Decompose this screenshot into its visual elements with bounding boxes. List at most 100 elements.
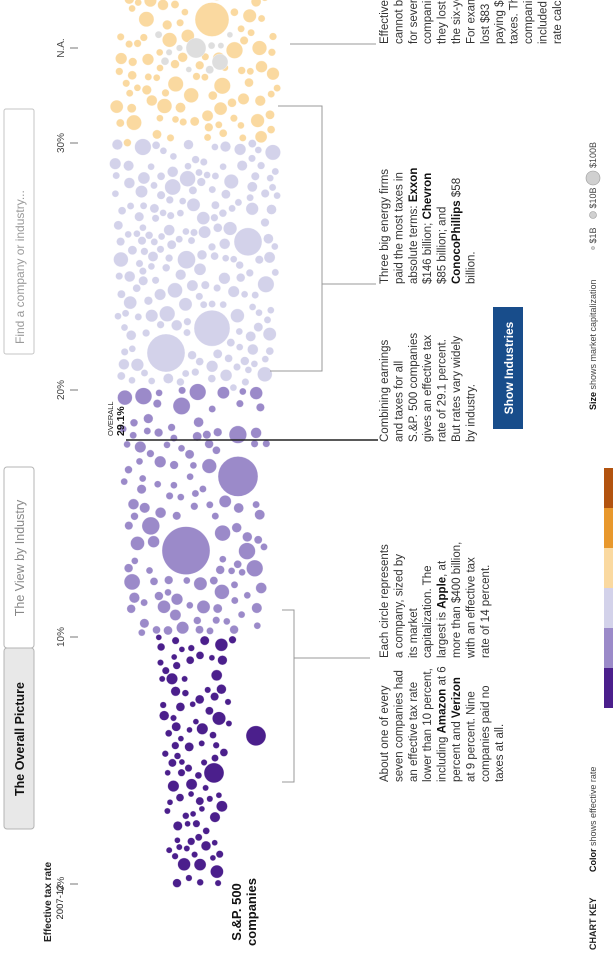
company-bubble[interactable] (195, 625, 204, 635)
company-bubble[interactable] (219, 300, 227, 309)
company-bubble[interactable] (198, 740, 206, 747)
company-bubble[interactable] (166, 133, 175, 142)
company-bubble[interactable] (171, 319, 183, 332)
company-bubble[interactable] (250, 0, 262, 8)
company-bubble[interactable] (184, 820, 191, 828)
company-bubble[interactable] (190, 228, 199, 237)
company-bubble[interactable] (249, 386, 263, 400)
company-bubble[interactable] (253, 322, 264, 332)
company-bubble[interactable] (170, 59, 180, 69)
company-bubble[interactable] (111, 138, 123, 151)
company-bubble[interactable] (233, 559, 242, 569)
company-bubble[interactable] (215, 791, 223, 799)
company-bubble[interactable] (175, 102, 186, 113)
company-bubble[interactable] (113, 251, 129, 268)
company-bubble[interactable] (163, 441, 171, 449)
company-bubble[interactable] (154, 288, 167, 301)
company-bubble[interactable] (214, 584, 230, 600)
company-bubble[interactable] (245, 268, 254, 278)
company-bubble[interactable] (139, 502, 151, 514)
company-bubble[interactable] (115, 67, 124, 76)
company-bubble[interactable] (192, 819, 201, 828)
company-bubble[interactable] (265, 346, 275, 356)
company-search-input[interactable]: Find a company or industry... (3, 108, 35, 355)
company-bubble[interactable] (213, 101, 228, 116)
company-bubble[interactable] (135, 457, 144, 466)
company-bubble[interactable] (185, 874, 193, 882)
company-bubble[interactable] (124, 521, 134, 531)
company-bubble[interactable] (143, 413, 154, 424)
company-bubble[interactable] (163, 807, 171, 815)
company-bubble[interactable] (139, 33, 148, 42)
company-bubble[interactable] (224, 354, 233, 363)
company-bubble[interactable] (156, 190, 166, 200)
company-bubble[interactable] (181, 8, 189, 16)
company-bubble[interactable] (176, 377, 185, 387)
company-bubble[interactable] (176, 18, 185, 27)
company-bubble[interactable] (130, 536, 145, 551)
company-bubble[interactable] (219, 162, 227, 171)
company-bubble[interactable] (149, 203, 160, 214)
company-bubble[interactable] (179, 170, 196, 187)
company-bubble[interactable] (250, 171, 260, 181)
company-bubble[interactable] (154, 427, 164, 438)
company-bubble[interactable] (133, 39, 142, 48)
company-bubble[interactable] (210, 864, 224, 879)
company-bubble[interactable] (129, 431, 138, 440)
company-bubble[interactable] (171, 741, 180, 750)
company-bubble[interactable] (219, 238, 231, 250)
company-bubble[interactable] (152, 399, 162, 409)
company-bubble[interactable] (185, 66, 193, 73)
company-bubble[interactable] (203, 133, 212, 142)
company-bubble[interactable] (238, 542, 256, 560)
company-bubble[interactable] (178, 646, 186, 653)
company-bubble[interactable] (239, 36, 249, 46)
company-bubble[interactable] (186, 472, 194, 481)
company-bubble[interactable] (217, 42, 225, 49)
company-bubble[interactable] (127, 498, 140, 510)
company-bubble[interactable] (157, 0, 169, 11)
company-bubble[interactable] (156, 245, 165, 254)
tab-overall-picture[interactable]: The Overall Picture (3, 647, 35, 830)
company-bubble[interactable] (145, 566, 154, 575)
company-bubble[interactable] (238, 568, 246, 577)
company-bubble[interactable] (191, 851, 199, 859)
company-bubble[interactable] (187, 790, 195, 798)
company-bubble[interactable] (260, 189, 270, 199)
company-bubble[interactable] (167, 423, 176, 432)
company-bubble[interactable] (171, 721, 182, 732)
company-bubble[interactable] (181, 675, 188, 683)
company-bubble[interactable] (120, 477, 128, 486)
company-bubble[interactable] (199, 300, 208, 309)
company-bubble[interactable] (195, 796, 205, 806)
company-bubble[interactable] (242, 531, 253, 543)
company-bubble[interactable] (208, 405, 217, 413)
company-bubble[interactable] (136, 484, 147, 495)
company-bubble[interactable] (227, 285, 240, 298)
company-bubble[interactable] (143, 0, 157, 8)
company-bubble[interactable] (178, 297, 193, 312)
company-bubble[interactable] (170, 481, 178, 490)
company-bubble[interactable] (205, 65, 215, 75)
company-bubble[interactable] (229, 624, 239, 635)
company-bubble[interactable] (135, 259, 144, 268)
company-bubble[interactable] (263, 251, 276, 264)
company-bubble[interactable] (201, 458, 217, 474)
company-bubble[interactable] (212, 616, 221, 625)
company-bubble[interactable] (235, 399, 244, 408)
company-bubble[interactable] (202, 430, 212, 440)
company-bubble[interactable] (267, 90, 276, 98)
company-bubble[interactable] (204, 122, 214, 132)
company-bubble[interactable] (219, 555, 227, 564)
company-bubble[interactable] (247, 139, 257, 148)
company-bubble[interactable] (113, 220, 124, 231)
company-bubble[interactable] (126, 604, 136, 614)
company-bubble[interactable] (162, 373, 174, 384)
company-bubble[interactable] (230, 596, 239, 605)
company-bubble[interactable] (202, 827, 210, 835)
company-bubble[interactable] (140, 598, 148, 607)
company-bubble[interactable] (175, 269, 187, 281)
company-bubble[interactable] (165, 846, 173, 854)
company-bubble[interactable] (217, 456, 259, 497)
company-bubble[interactable] (207, 41, 216, 50)
